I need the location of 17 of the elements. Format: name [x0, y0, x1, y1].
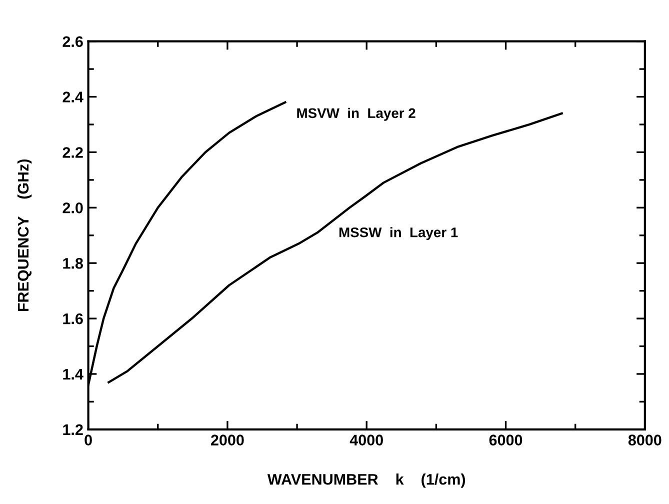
x-axis-title: WAVENUMBER k (1/cm) — [267, 474, 466, 488]
y-tick-label: 2.4 — [62, 92, 84, 102]
x-tick-label: 4000 — [350, 434, 383, 446]
x-tick-label: 0 — [84, 434, 92, 446]
y-axis-title: FREQUENCY (GHz) — [17, 159, 32, 312]
y-tick-label: 1.2 — [63, 424, 83, 435]
y-tick-label: 2.6 — [62, 36, 83, 48]
x-tick-label: 6000 — [489, 434, 522, 446]
y-tick-label: 1.4 — [63, 368, 84, 380]
x-tick-label: 8000 — [628, 434, 662, 446]
y-tick-label: 2.2 — [62, 147, 83, 158]
y-tick-label: 1.8 — [63, 258, 83, 269]
y-tick-label: 1.6 — [63, 313, 83, 324]
series-label: MSSW in Layer 1 — [339, 227, 458, 240]
x-tick-label: 2000 — [211, 434, 244, 446]
series-label: MSVW in Layer 2 — [297, 108, 416, 121]
y-tick-label: 2.0 — [62, 202, 83, 214]
